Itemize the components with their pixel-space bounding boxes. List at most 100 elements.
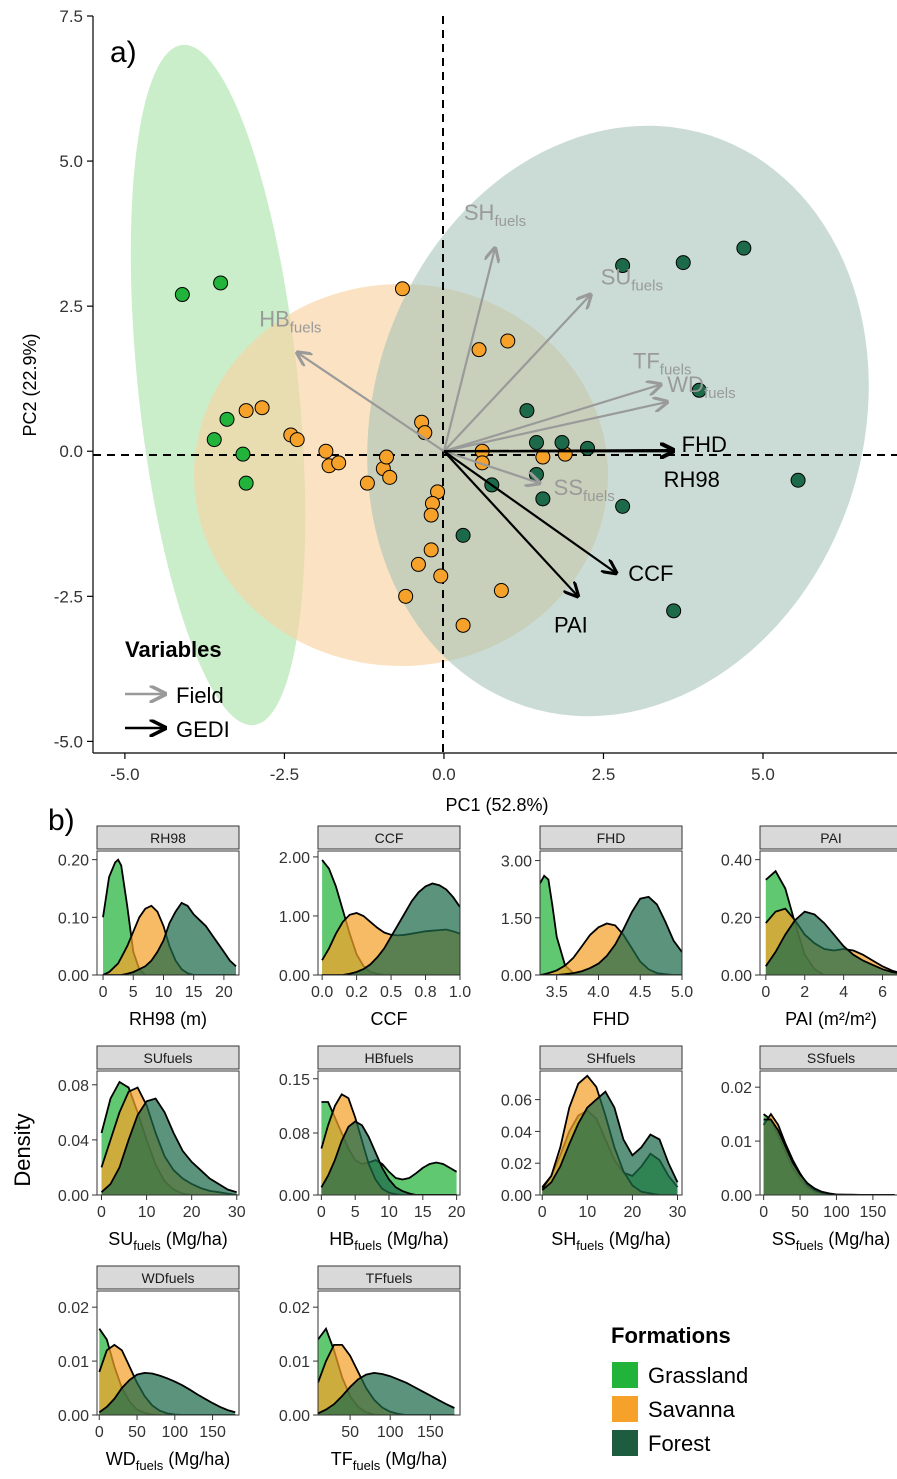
y-tick-label: 0.02 (279, 1300, 310, 1317)
y-tick-label: 0.00 (501, 1188, 532, 1205)
x-tick-label: 5.0 (671, 984, 693, 1001)
facet-x-label: SSfuels (Mg/ha) (772, 1229, 891, 1253)
x-tick-label: 0.5 (380, 984, 402, 1001)
density-line-forest (100, 1097, 237, 1194)
facet-strip-label: TFfuels (366, 1270, 413, 1286)
x-tick-label: 0.8 (414, 984, 436, 1001)
x-tick-label: -5.0 (110, 765, 139, 784)
point-savanna (254, 400, 270, 416)
facet-strip-label: HBfuels (364, 1050, 413, 1066)
density-area-forest (321, 1121, 457, 1195)
facet-strip (539, 825, 683, 850)
point-forest (554, 435, 570, 451)
y-tick-label: 0.00 (279, 1188, 310, 1205)
x-label-unit: (Mg/ha) (382, 1229, 449, 1249)
density-area-forest (99, 1372, 236, 1415)
x-tick-label: 0 (759, 1204, 768, 1221)
formations-legend: Formations Grassland Savanna Forest (611, 1323, 748, 1456)
density-area-forest (540, 896, 682, 975)
x-tick-label: 0.0 (432, 765, 456, 784)
facet-x-label: FHD (593, 1009, 630, 1029)
facet-plot-area (762, 1112, 895, 1195)
formations-legend-title: Formations (611, 1323, 731, 1348)
density-line-forest (540, 895, 682, 975)
x-tick-label: 150 (860, 1204, 887, 1221)
density-area-savanna (103, 905, 236, 975)
x-tick-label: 2.5 (592, 765, 616, 784)
vector-su (443, 295, 591, 452)
facet-strip (96, 825, 240, 850)
density-area-forest (763, 1119, 895, 1195)
y-tick-label: 0.00 (58, 1188, 89, 1205)
facet-strip-label: SSfuels (807, 1050, 855, 1066)
point-savanna (433, 568, 449, 584)
y-tick-label: 0.06 (501, 1093, 532, 1110)
density-area-forest (103, 902, 236, 975)
density-line-grassland (765, 869, 897, 975)
x-tick-label: 0 (95, 1424, 104, 1441)
facet-strip-label: WDfuels (142, 1270, 195, 1286)
pca-points (174, 240, 806, 633)
ellipse-forest (367, 125, 869, 717)
legend-key-grassland (612, 1362, 638, 1388)
point-savanna (455, 617, 471, 633)
x-tick-label: 4.0 (587, 984, 609, 1001)
y-tick-label: 0.00 (279, 968, 310, 985)
y-tick-label: 0.02 (58, 1300, 89, 1317)
point-savanna (500, 333, 516, 349)
x-tick-label: 0 (761, 984, 770, 1001)
point-forest (615, 258, 631, 274)
x-tick-label: 150 (417, 1424, 444, 1441)
facet-x-label: SHfuels (Mg/ha) (551, 1229, 671, 1253)
x-tick-label: 4 (839, 984, 848, 1001)
facet-plot-area (100, 1080, 237, 1195)
facet-border (96, 850, 240, 976)
facet-plot-area (318, 1326, 455, 1415)
vector-label-subscript: fuels (631, 278, 663, 295)
facet-x-label: RH98 (m) (129, 1009, 207, 1029)
point-forest (615, 498, 631, 514)
facet-border (96, 1290, 240, 1416)
density-line-forest (98, 1371, 236, 1414)
y-tick-label: -2.5 (54, 587, 83, 606)
x-tick-label: 100 (823, 1204, 850, 1221)
x-tick-label: 0 (317, 1204, 326, 1221)
x-tick-label: 0.2 (345, 984, 367, 1001)
point-forest (790, 472, 806, 488)
facet-border (317, 850, 461, 976)
facet-pai: PAI 0 2 4 6 0.00 0.20 0.40 PAI (m²/m²) (721, 825, 897, 1029)
y-tick-label: 0.00 (501, 968, 532, 985)
facet-rh98: RH98 0 5 10 15 20 0.00 0.10 0.20 RH98 (m) (58, 825, 240, 1029)
x-tick-label: 0 (538, 1204, 547, 1221)
x-tick-label: 20 (448, 1204, 466, 1221)
x-label-unit: (Mg/ha) (604, 1229, 671, 1249)
y-tick-label: 0.20 (58, 853, 89, 870)
facet-ccf: CCF 0.0 0.2 0.5 0.8 1.0 0.00 1.00 2.00 CCF (279, 825, 471, 1029)
density-area-grassland (103, 859, 236, 975)
y-tick-label: 0.00 (58, 968, 89, 985)
x-tick-label: 6 (878, 984, 887, 1001)
x-tick-label: 50 (341, 1424, 359, 1441)
density-line-grassland (321, 859, 460, 975)
x-label-unit: (Mg/ha) (161, 1229, 228, 1249)
y-tick-label: -5.0 (54, 732, 83, 751)
point-savanna (493, 583, 509, 599)
facet-strip (759, 825, 897, 850)
facet-plot-area (102, 858, 237, 975)
y-tick-label: 0.15 (279, 1072, 310, 1089)
point-forest (528, 435, 544, 451)
point-forest (535, 491, 551, 507)
density-area-forest (765, 911, 897, 975)
y-tick-label: 0.08 (279, 1126, 310, 1143)
density-line-forest (318, 1371, 455, 1415)
facet-x-label: SUfuels (Mg/ha) (108, 1229, 228, 1253)
y-tick-label: 0.04 (58, 1133, 89, 1150)
y-tick-label: 5.0 (59, 152, 83, 171)
density-line-forest (103, 901, 237, 975)
point-savanna (423, 542, 439, 558)
facet-strip (96, 1045, 240, 1070)
density-y-label: Density (10, 1113, 35, 1186)
x-label-unit: (Mg/ha) (823, 1229, 890, 1249)
point-savanna (379, 449, 395, 465)
